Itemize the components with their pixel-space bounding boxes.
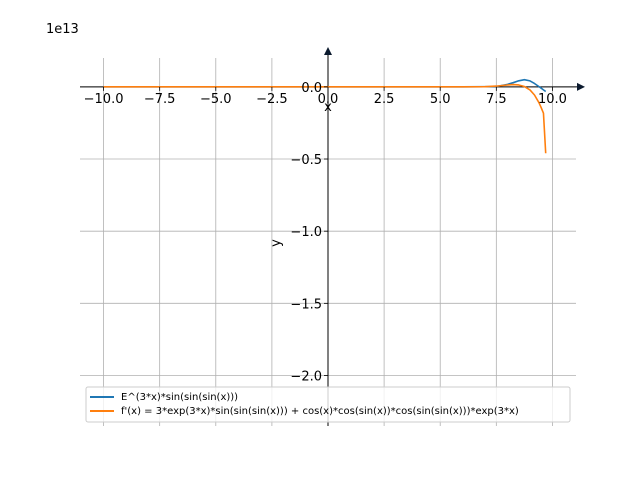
- x-tick-label-3: −2.5: [256, 92, 288, 107]
- y-tick-label-2: −1.0: [290, 225, 322, 240]
- x-tick-label-8: 10.0: [538, 92, 567, 107]
- x-tick-label-4: 0.0: [318, 92, 339, 107]
- legend: E^(3*x)*sin(sin(sin(x))) f'(x) = 3*exp(3…: [85, 386, 571, 423]
- y-offset-label: 1e13: [46, 22, 79, 37]
- y-tick-label-4: −2.0: [290, 369, 322, 384]
- legend-label-series-1: E^(3*x)*sin(sin(sin(x))): [121, 392, 238, 403]
- y-axis-arrow: [324, 47, 332, 55]
- x-axis-arrow: [577, 82, 585, 91]
- y-tick-label-0: 0.0: [301, 81, 322, 96]
- x-tick-label-6: 5.0: [430, 92, 451, 107]
- x-tick-label-2: −5.0: [200, 92, 232, 107]
- ticks-layer: −10.0 −7.5 −5.0 −2.5 0.0 2.5 5.0 7.5 10.0 0.0 −0.5…: [84, 81, 567, 385]
- series-line-1: [103, 78, 547, 93]
- x-tick-label-7: 7.5: [486, 92, 507, 107]
- x-tick-label-1: −7.5: [144, 92, 176, 107]
- x-tick-label-0: −10.0: [84, 92, 124, 107]
- y-tick-label-1: −0.5: [290, 153, 322, 168]
- legend-box: [85, 386, 571, 423]
- series-layer: [103, 78, 547, 154]
- x-tick-label-5: 2.5: [374, 92, 395, 107]
- y-tick-label-3: −1.5: [290, 297, 322, 312]
- y-axis-label: y: [269, 239, 284, 247]
- series-line-2: [103, 83, 547, 154]
- x-axis-label: x: [324, 100, 332, 115]
- legend-label-series-2: f'(x) = 3*exp(3*x)*sin(sin(sin(x))) + co…: [121, 406, 519, 417]
